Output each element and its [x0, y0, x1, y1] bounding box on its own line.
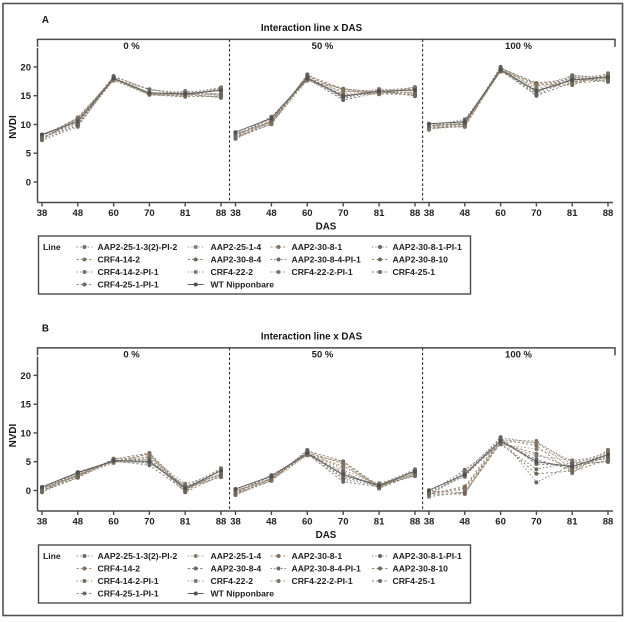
svg-text:Interaction line x DAS: Interaction line x DAS [261, 332, 363, 343]
svg-text:38: 38 [424, 517, 435, 528]
svg-text:NVDI: NVDI [8, 115, 19, 139]
svg-text:AAP2-25-1-4: AAP2-25-1-4 [211, 242, 262, 252]
svg-text:DAS: DAS [316, 530, 337, 541]
svg-text:CRF4-25-1: CRF4-25-1 [393, 267, 436, 277]
svg-text:15: 15 [20, 91, 31, 102]
svg-text:10: 10 [20, 120, 31, 131]
svg-text:AAP2-30-8-4: AAP2-30-8-4 [211, 255, 262, 265]
svg-text:48: 48 [266, 208, 277, 219]
svg-text:50 %: 50 % [312, 41, 334, 52]
svg-text:88: 88 [216, 517, 227, 528]
svg-text:48: 48 [460, 517, 471, 528]
svg-text:0: 0 [26, 177, 31, 188]
svg-text:100 %: 100 % [505, 350, 532, 361]
svg-text:AAP2-30-8-4: AAP2-30-8-4 [211, 564, 262, 574]
svg-text:70: 70 [531, 517, 542, 528]
svg-text:70: 70 [144, 517, 155, 528]
svg-text:70: 70 [338, 517, 349, 528]
svg-text:0: 0 [26, 486, 31, 497]
svg-text:20: 20 [20, 371, 31, 382]
svg-text:0 %: 0 % [123, 350, 140, 361]
svg-text:CRF4-14-2: CRF4-14-2 [98, 255, 141, 265]
svg-text:38: 38 [230, 208, 241, 219]
svg-text:CRF4-22-2-PI-1: CRF4-22-2-PI-1 [292, 576, 353, 586]
svg-text:60: 60 [302, 517, 313, 528]
svg-text:AAP2-30-8-1: AAP2-30-8-1 [292, 242, 343, 252]
svg-text:CRF4-14-2-PI-1: CRF4-14-2-PI-1 [98, 267, 159, 277]
svg-text:AAP2-30-8-10: AAP2-30-8-10 [393, 564, 449, 574]
svg-text:WT Nipponbare: WT Nipponbare [211, 280, 275, 290]
svg-text:CRF4-25-1-PI-1: CRF4-25-1-PI-1 [98, 589, 159, 599]
svg-text:5: 5 [26, 457, 32, 468]
svg-text:81: 81 [374, 517, 385, 528]
svg-text:CRF4-25-1-PI-1: CRF4-25-1-PI-1 [98, 280, 159, 290]
svg-text:38: 38 [424, 208, 435, 219]
svg-text:AAP2-30-8-1-PI-1: AAP2-30-8-1-PI-1 [393, 242, 462, 252]
svg-text:AAP2-30-8-1-PI-1: AAP2-30-8-1-PI-1 [393, 551, 462, 561]
svg-text:81: 81 [567, 517, 578, 528]
svg-text:DAS: DAS [316, 221, 337, 232]
svg-text:Line: Line [43, 551, 61, 561]
svg-text:WT Nipponbare: WT Nipponbare [211, 589, 275, 599]
svg-text:60: 60 [495, 517, 506, 528]
svg-text:60: 60 [108, 208, 119, 219]
svg-text:AAP2-25-1-3(2)-PI-2: AAP2-25-1-3(2)-PI-2 [98, 242, 178, 252]
svg-text:88: 88 [603, 208, 614, 219]
svg-text:CRF4-25-1: CRF4-25-1 [393, 576, 436, 586]
svg-text:CRF4-14-2: CRF4-14-2 [98, 564, 141, 574]
svg-text:B: B [42, 324, 49, 335]
svg-text:60: 60 [302, 208, 313, 219]
svg-text:AAP2-30-8-4-PI-1: AAP2-30-8-4-PI-1 [292, 255, 361, 265]
svg-text:NVDI: NVDI [8, 424, 19, 448]
svg-text:AAP2-30-8-4-PI-1: AAP2-30-8-4-PI-1 [292, 564, 361, 574]
svg-text:AAP2-25-1-3(2)-PI-2: AAP2-25-1-3(2)-PI-2 [98, 551, 178, 561]
svg-text:AAP2-25-1-4: AAP2-25-1-4 [211, 551, 262, 561]
svg-text:48: 48 [460, 208, 471, 219]
svg-text:81: 81 [180, 517, 191, 528]
svg-text:88: 88 [410, 517, 421, 528]
svg-text:CRF4-14-2-PI-1: CRF4-14-2-PI-1 [98, 576, 159, 586]
svg-text:Interaction line x DAS: Interaction line x DAS [261, 23, 363, 34]
svg-text:81: 81 [180, 208, 191, 219]
svg-text:0 %: 0 % [123, 41, 140, 52]
svg-text:48: 48 [73, 208, 84, 219]
svg-text:CRF4-22-2: CRF4-22-2 [211, 267, 254, 277]
svg-text:CRF4-22-2-PI-1: CRF4-22-2-PI-1 [292, 267, 353, 277]
svg-text:48: 48 [266, 517, 277, 528]
svg-text:70: 70 [531, 208, 542, 219]
svg-text:88: 88 [410, 208, 421, 219]
svg-text:10: 10 [20, 428, 31, 439]
svg-text:60: 60 [495, 208, 506, 219]
svg-text:50 %: 50 % [312, 350, 334, 361]
svg-text:88: 88 [216, 208, 227, 219]
svg-text:20: 20 [20, 62, 31, 73]
svg-text:5: 5 [26, 149, 32, 160]
svg-text:70: 70 [338, 208, 349, 219]
svg-text:A: A [42, 15, 49, 26]
svg-text:38: 38 [37, 208, 48, 219]
svg-text:AAP2-30-8-10: AAP2-30-8-10 [393, 255, 449, 265]
svg-text:38: 38 [230, 517, 241, 528]
svg-text:CRF4-22-2: CRF4-22-2 [211, 576, 254, 586]
svg-text:81: 81 [567, 208, 578, 219]
svg-text:81: 81 [374, 208, 385, 219]
svg-text:15: 15 [20, 400, 31, 411]
svg-text:88: 88 [603, 517, 614, 528]
svg-text:38: 38 [37, 517, 48, 528]
svg-text:60: 60 [108, 517, 119, 528]
svg-text:AAP2-30-8-1: AAP2-30-8-1 [292, 551, 343, 561]
svg-text:70: 70 [144, 208, 155, 219]
svg-text:Line: Line [43, 242, 61, 252]
svg-text:48: 48 [73, 517, 84, 528]
svg-text:100 %: 100 % [505, 41, 532, 52]
